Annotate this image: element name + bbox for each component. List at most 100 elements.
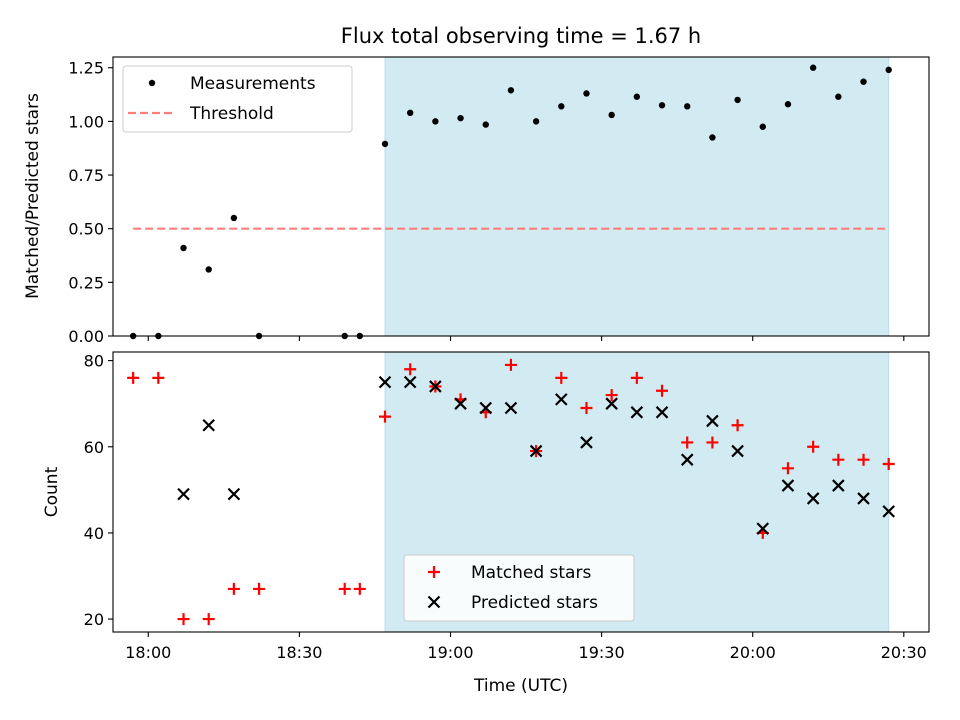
matched-star-point: [580, 402, 593, 414]
y-tick-label: 40: [84, 524, 104, 543]
y-tick-label: 60: [84, 438, 104, 457]
matched-star-point: [353, 582, 366, 595]
top-panel: 0.00 0.25 0.50 0.75 1.00 1.25 Measurements Thre…: [68, 56, 930, 346]
legend-label: Measurements: [190, 74, 316, 94]
predicted-star-point: [680, 453, 694, 466]
measurement-point: [230, 214, 238, 222]
predicted-star-point: [806, 492, 820, 505]
matched-star-point: [555, 371, 568, 384]
measurement-point: [684, 103, 691, 110]
predicted-star-point: [454, 397, 467, 410]
chart-title: Flux total observing time = 1.67 h: [341, 24, 701, 48]
matched-star-point: [152, 371, 165, 384]
measurement-point: [205, 266, 212, 273]
matched-star-point: [681, 436, 694, 449]
matched-star-point: [379, 410, 391, 423]
matched-star-point: [630, 371, 643, 384]
matched-star-point: [706, 436, 719, 449]
measurement-point: [180, 244, 187, 252]
measurement-point: [658, 102, 666, 109]
predicted-star-point: [529, 444, 543, 458]
measurement-point: [482, 121, 489, 128]
predicted-star-point: [706, 414, 719, 428]
matched-star-point: [177, 613, 190, 626]
predicted-star-point: [177, 487, 190, 501]
x-tick-label: 18:30: [276, 643, 322, 662]
y-tick-label: 1.25: [68, 59, 104, 78]
x-tick-label: 19:30: [579, 643, 625, 662]
measurement-point: [734, 96, 741, 104]
legend-matched-swatch: [428, 566, 440, 578]
bottom-panel: 20 40 60 80 18:00 18:30 19:00 19:30 20:00 20:30 Ma…: [84, 351, 930, 662]
predicted-star-point: [756, 522, 770, 535]
y-tick-label: 20: [84, 610, 104, 629]
predicted-star-point: [882, 505, 895, 518]
measurement-point: [835, 93, 842, 100]
predicted-star-point: [202, 418, 215, 432]
legend-box: [403, 554, 635, 622]
x-tick-label: 18:00: [125, 643, 171, 662]
predicted-star-point: [227, 487, 241, 501]
measurement-point: [507, 87, 515, 94]
predicted-star-point: [605, 397, 618, 410]
matched-star-point: [227, 582, 240, 595]
x-tick-label: 20:00: [730, 643, 776, 662]
axes-frame: [112, 56, 930, 337]
bottom-y-axis-label: Count: [42, 466, 62, 517]
top-y-axis-label: Matched/Predicted stars: [23, 93, 43, 299]
legend-label: Threshold: [189, 104, 274, 124]
measurement-point: [784, 101, 792, 108]
predicted-star-point: [403, 375, 417, 389]
x-axis-label: Time (UTC): [473, 676, 568, 696]
measurement-point: [759, 123, 766, 130]
legend-measurement-swatch: [148, 79, 156, 87]
matched-star-point: [807, 440, 820, 453]
matched-star-point: [656, 384, 669, 397]
matched-star-point: [857, 453, 870, 466]
predicted-star-point: [479, 401, 493, 415]
y-tick-label: 0.50: [68, 220, 104, 239]
matched-star-point: [832, 453, 845, 466]
legend-box: [122, 65, 353, 133]
measurement-point: [558, 103, 565, 110]
predicted-star-point: [429, 380, 442, 393]
matched-star-point: [731, 419, 744, 432]
matched-star-point: [127, 371, 140, 384]
legend-label: Matched stars: [471, 563, 591, 583]
predicted-star-point: [781, 479, 795, 492]
predicted-star-point: [655, 406, 669, 419]
x-tick-label: 20:30: [881, 643, 927, 662]
measurement-point: [709, 134, 716, 141]
measurement-point: [457, 114, 464, 122]
measurement-point: [860, 78, 867, 85]
measurement-point: [608, 111, 615, 119]
observing-span: [384, 56, 890, 337]
measurement-point: [532, 118, 540, 125]
measurement-point: [583, 90, 590, 97]
matched-star-point: [882, 458, 895, 470]
legend-label: Predicted stars: [471, 593, 598, 613]
predicted-star-point: [731, 444, 744, 458]
predicted-star-point: [832, 479, 845, 492]
predicted-star-point: [857, 492, 870, 505]
matched-star-point: [504, 358, 517, 371]
predicted-star-point: [504, 401, 518, 415]
y-tick-label: 80: [84, 352, 104, 371]
matched-star-point: [253, 582, 266, 595]
predicted-star-point: [630, 406, 644, 419]
measurement-point: [406, 109, 414, 117]
matched-star-point: [338, 582, 351, 595]
y-tick-label: 1.00: [68, 112, 104, 131]
matched-star-point: [781, 462, 794, 475]
legend-predicted-swatch: [427, 595, 441, 609]
measurement-point: [633, 93, 641, 100]
predicted-star-point: [378, 375, 392, 389]
matched-star-point: [605, 389, 618, 402]
y-tick-label: 0.25: [68, 273, 104, 292]
y-tick-label: 0.00: [68, 327, 104, 346]
x-tick-label: 19:00: [427, 643, 473, 662]
matched-star-point: [202, 613, 215, 626]
axes-frame: [112, 351, 930, 633]
measurement-point: [432, 118, 439, 125]
